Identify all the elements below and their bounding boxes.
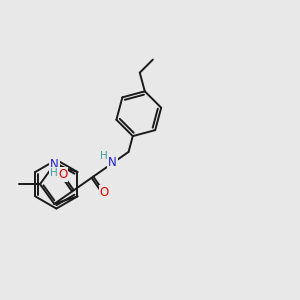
Text: O: O bbox=[58, 168, 67, 181]
Text: N: N bbox=[50, 158, 59, 171]
Text: H: H bbox=[50, 168, 58, 178]
Text: H: H bbox=[100, 152, 108, 161]
Text: O: O bbox=[100, 186, 109, 199]
Text: N: N bbox=[108, 157, 117, 169]
